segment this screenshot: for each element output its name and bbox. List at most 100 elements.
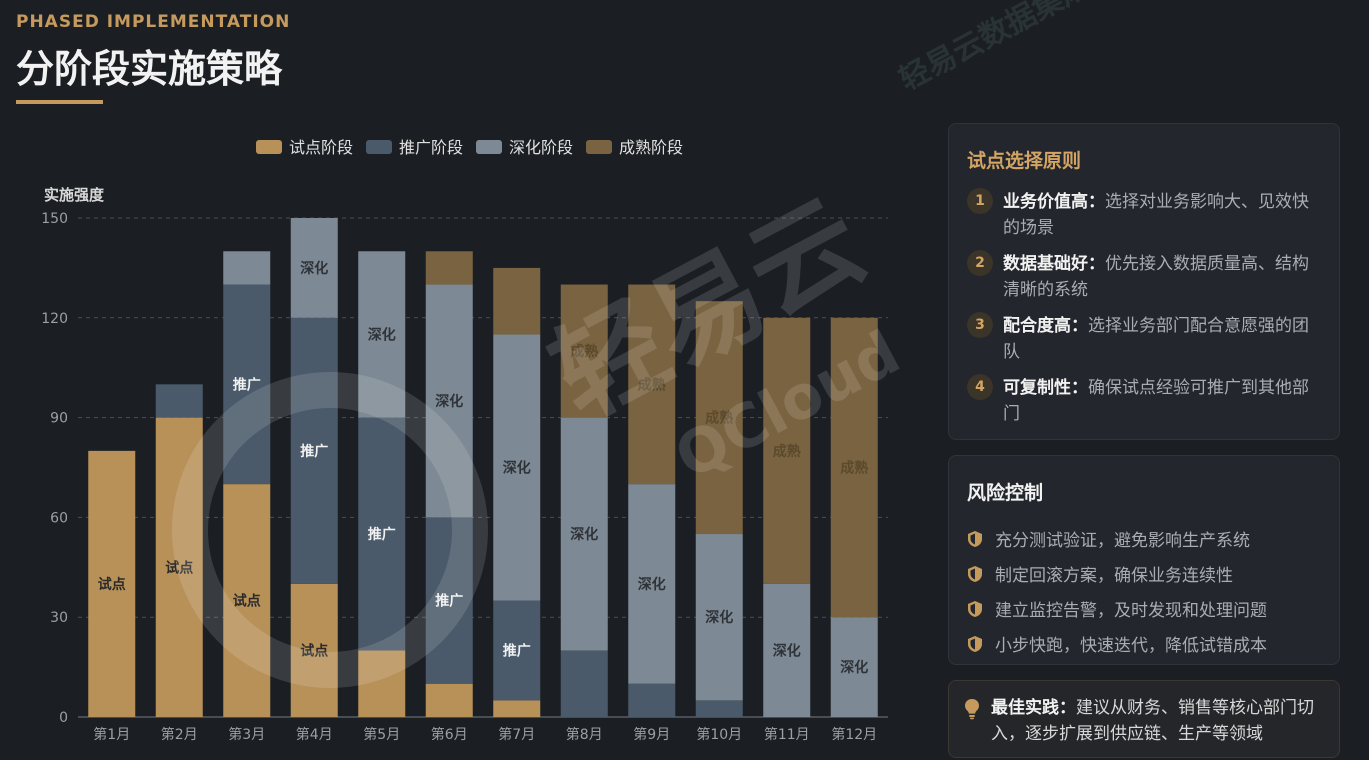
x-tick-label: 第11月 <box>764 726 810 743</box>
risk-text: 充分测试验证，避免影响生产系统 <box>995 531 1250 551</box>
principle-number: 2 <box>967 250 993 276</box>
risk-title: 风险控制 <box>967 482 1044 504</box>
principle-text: 确保试点经验可推广到其他部门 <box>1003 378 1309 424</box>
bar-segment <box>493 267 541 335</box>
principle-heading: 数据基础好： <box>1003 254 1105 274</box>
legend-label: 试点阶段 <box>289 138 353 157</box>
principle-item: 2 数据基础好：优先接入数据质量高、结构清晰的系统 <box>967 250 1321 303</box>
bar-segment-label: 试点 <box>300 642 328 659</box>
bar-segment <box>628 683 676 717</box>
eyebrow: PHASED IMPLEMENTATION <box>16 12 291 32</box>
principle-text: 选择业务部门配合意愿强的团队 <box>1003 316 1309 362</box>
x-tick-label: 第3月 <box>228 726 265 743</box>
bar-segment-label: 推广 <box>300 443 328 460</box>
x-tick-label: 第10月 <box>696 726 742 743</box>
x-tick-label: 第4月 <box>296 726 333 743</box>
watermark-circle <box>172 372 488 688</box>
bar-segment <box>695 700 743 717</box>
x-tick-label: 第8月 <box>566 726 603 743</box>
bar-segment-label: 试点 <box>98 576 126 593</box>
bar-segment-label: 试点 <box>233 593 261 610</box>
y-tick-label: 30 <box>50 610 68 626</box>
bar-segment-label: 深化 <box>435 393 463 410</box>
x-tick-label: 第12月 <box>831 726 877 743</box>
bar-segment <box>223 251 271 285</box>
principles-card: 试点选择原则 1 业务价值高：选择对业务影响大、见效快的场景 2 数据基础好：优… <box>948 123 1340 440</box>
bar-segment-label: 推广 <box>435 593 463 610</box>
best-practice-card: 最佳实践：建议从财务、销售等核心部门切入，逐步扩展到供应链、生产等领域 <box>948 680 1340 758</box>
bar-segment <box>88 450 136 717</box>
risk-item: 建立监控告警，及时发现和处理问题 <box>967 591 1321 626</box>
legend-swatch <box>366 140 392 154</box>
shield-icon <box>968 565 982 582</box>
bar-segment <box>830 317 878 618</box>
legend-swatch <box>476 140 502 154</box>
watermark-text: 轻易云数据集成平台 <box>893 0 1149 98</box>
bar-segment <box>223 484 271 717</box>
bar-segment-label: 深化 <box>300 260 328 277</box>
bar-segment-label: 深化 <box>773 642 801 659</box>
bar-segment-label: 成熟 <box>705 410 733 427</box>
bar-segment <box>695 301 743 535</box>
bar-segment <box>425 683 473 717</box>
bar-segment <box>155 384 203 418</box>
bar-segment <box>290 583 338 717</box>
bar-segment-label: 深化 <box>368 326 396 343</box>
bar-segment <box>155 417 203 717</box>
principle-heading: 可复制性： <box>1003 378 1088 398</box>
bar-segment <box>290 317 338 584</box>
risk-item: 充分测试验证，避免影响生产系统 <box>967 521 1321 556</box>
bar-segment <box>493 700 541 717</box>
x-tick-label: 第6月 <box>431 726 468 743</box>
bar-segment <box>223 284 271 485</box>
y-tick-label: 90 <box>50 411 68 427</box>
tip-text: 建议从财务、销售等核心部门切入，逐步扩展到供应链、生产等领域 <box>991 698 1314 744</box>
bar-segment <box>493 334 541 601</box>
bar-segment <box>358 650 406 717</box>
bar-segment-label: 成熟 <box>840 460 868 477</box>
title-underline <box>16 100 103 104</box>
y-axis-label: 实施强度 <box>44 186 105 204</box>
bar-segment <box>425 284 473 518</box>
legend-swatch <box>586 140 612 154</box>
bar-segment <box>493 600 541 701</box>
x-tick-label: 第5月 <box>363 726 400 743</box>
risk-item: 制定回滚方案，确保业务连续性 <box>967 556 1321 591</box>
bar-segment-label: 推广 <box>503 642 531 659</box>
principle-item: 4 可复制性：确保试点经验可推广到其他部门 <box>967 374 1321 427</box>
y-tick-label: 150 <box>41 211 68 227</box>
shield-icon <box>968 600 982 617</box>
risk-item: 小步快跑，快速迭代，降低试错成本 <box>967 626 1321 661</box>
y-tick-label: 60 <box>50 510 68 526</box>
principle-item: 3 配合度高：选择业务部门配合意愿强的团队 <box>967 312 1321 365</box>
bar-segment <box>560 284 608 418</box>
bar-segment-label: 深化 <box>503 460 531 477</box>
bar-segment <box>628 484 676 684</box>
bar-segment <box>560 650 608 717</box>
bar-segment-label: 推广 <box>233 376 261 393</box>
bar-segment <box>830 617 878 717</box>
bar-segment <box>358 417 406 651</box>
principle-number: 1 <box>967 188 993 214</box>
bar-segment-label: 试点 <box>165 559 193 576</box>
risk-text: 建立监控告警，及时发现和处理问题 <box>995 601 1267 621</box>
risk-card: 风险控制 充分测试验证，避免影响生产系统 制定回滚方案，确保业务连续性 建立监控… <box>948 455 1340 665</box>
bar-segment <box>763 317 811 584</box>
principle-text: 优先接入数据质量高、结构清晰的系统 <box>1003 254 1309 300</box>
bar-segment-label: 深化 <box>638 576 666 593</box>
shield-icon <box>968 635 982 652</box>
y-tick-label: 120 <box>41 311 68 327</box>
bar-segment-label: 成熟 <box>570 343 598 360</box>
tip-heading: 最佳实践： <box>991 698 1076 718</box>
legend-label: 推广阶段 <box>399 138 463 157</box>
bar-segment <box>358 251 406 418</box>
bar-segment <box>763 583 811 717</box>
bar-segment-label: 成熟 <box>773 443 801 460</box>
principle-number: 3 <box>967 312 993 338</box>
x-tick-label: 第7月 <box>498 726 535 743</box>
legend-swatch <box>256 140 282 154</box>
bar-segment-label: 深化 <box>705 609 733 626</box>
bar-segment <box>425 251 473 285</box>
bar-segment-label: 成熟 <box>638 376 666 393</box>
lightbulb-icon <box>965 699 979 720</box>
